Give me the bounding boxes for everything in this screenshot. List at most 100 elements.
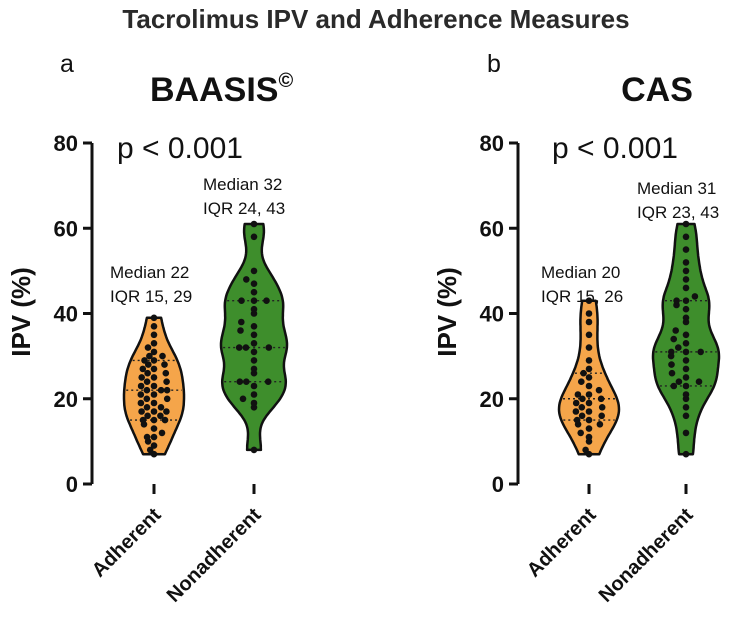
data-point <box>682 412 690 420</box>
data-point <box>250 267 258 275</box>
data-point <box>682 259 690 266</box>
data-point <box>242 344 250 351</box>
data-point <box>143 433 151 441</box>
data-point <box>682 348 690 356</box>
x-category-label: Adherent <box>88 504 166 582</box>
panel-title: BAASIS© <box>150 70 293 109</box>
data-point <box>670 382 678 390</box>
data-point <box>141 357 148 364</box>
data-point <box>682 305 690 313</box>
data-point <box>691 293 699 300</box>
violins <box>122 220 289 458</box>
annotations: Median 22 IQR 15, 29 Median 32 IQR 24, 43 <box>110 175 285 306</box>
data-point <box>161 361 168 368</box>
data-point <box>150 399 158 407</box>
data-point <box>579 395 586 403</box>
data-point <box>143 395 151 403</box>
data-point <box>682 276 690 283</box>
data-point <box>250 233 258 241</box>
data-point <box>697 348 704 356</box>
data-point <box>138 408 145 415</box>
data-point <box>250 305 258 313</box>
data-point <box>239 395 247 403</box>
data-point <box>682 429 690 437</box>
data-point <box>150 416 158 424</box>
data-point <box>250 382 258 390</box>
data-point <box>682 357 690 364</box>
data-point <box>578 412 586 420</box>
data-point <box>150 348 158 356</box>
data-point <box>585 310 593 317</box>
data-point <box>682 365 690 373</box>
data-point <box>250 288 258 296</box>
data-point <box>585 391 593 398</box>
data-point <box>144 369 151 377</box>
data-point <box>250 340 258 347</box>
violin-annotation: Median 32 <box>203 175 282 194</box>
panel-label: b <box>487 50 501 78</box>
data-point <box>695 378 703 386</box>
data-point <box>572 408 580 415</box>
data-point <box>236 378 244 386</box>
p-value: p < 0.001 <box>552 132 678 165</box>
y-tick-label: 80 <box>480 131 504 156</box>
data-point <box>235 344 243 351</box>
data-point <box>585 374 593 381</box>
y-tick-label: 40 <box>480 302 504 327</box>
x-category-label: Nonadherent <box>163 504 266 607</box>
data-point <box>585 365 593 373</box>
data-point <box>578 378 585 386</box>
data-point <box>145 361 152 368</box>
data-point <box>150 314 158 322</box>
data-point <box>150 425 158 432</box>
data-point <box>137 399 145 407</box>
data-point <box>668 369 676 377</box>
data-point <box>585 344 593 351</box>
data-point <box>143 378 151 386</box>
data-point <box>138 374 145 381</box>
violin-annotation: Median 20 <box>541 263 620 282</box>
violins <box>557 220 721 458</box>
violin-annotation: IQR 24, 43 <box>203 199 285 218</box>
data-point <box>243 378 250 386</box>
data-point <box>150 331 158 339</box>
data-point <box>585 297 593 305</box>
data-point <box>157 386 165 394</box>
y-tick-label: 60 <box>480 216 504 241</box>
data-point <box>250 280 258 288</box>
data-point <box>158 429 166 437</box>
data-point <box>137 391 145 398</box>
violin-annotation: IQR 23, 43 <box>637 203 719 222</box>
data-point <box>578 404 586 411</box>
y-tick-label: 0 <box>66 472 78 497</box>
data-point <box>163 378 170 386</box>
violin-annotation: Median 31 <box>637 179 716 198</box>
violin-annotation: Median 22 <box>110 263 189 282</box>
data-point <box>163 386 171 394</box>
data-point <box>150 357 158 364</box>
data-point <box>682 382 690 390</box>
data-point <box>598 404 606 411</box>
data-point <box>137 382 145 390</box>
data-point <box>670 335 677 343</box>
data-point <box>150 408 158 415</box>
data-point <box>150 450 158 458</box>
y-ticks: 0 20 40 60 80 <box>480 131 518 497</box>
data-point <box>682 233 690 241</box>
panel-title: CAS <box>621 71 693 109</box>
data-point <box>144 412 151 420</box>
data-point <box>139 416 147 424</box>
y-tick-label: 20 <box>480 387 504 412</box>
data-point <box>263 297 270 305</box>
data-point <box>250 220 258 228</box>
data-point <box>574 391 582 398</box>
data-point <box>150 323 158 330</box>
x-category-label: Adherent <box>523 504 601 582</box>
data-point <box>582 446 589 454</box>
y-ticks: 0 20 40 60 80 <box>54 131 92 497</box>
data-point <box>150 442 158 449</box>
data-point <box>682 246 690 253</box>
data-point <box>238 318 245 326</box>
y-tick-label: 40 <box>54 302 78 327</box>
